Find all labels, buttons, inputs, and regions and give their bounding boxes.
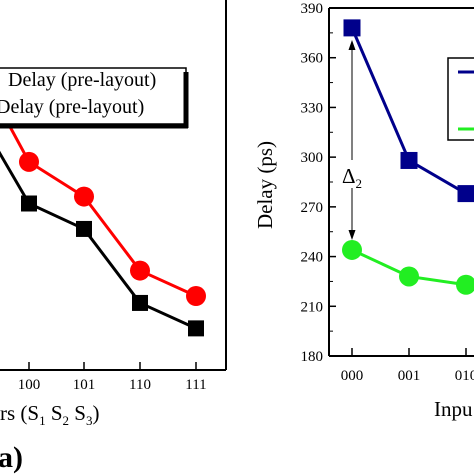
left-legend: Delay (pre-layout) Delay (pre-layout)	[0, 67, 189, 129]
right-y-tick-label: 270	[301, 200, 324, 216]
left-x-tick-label: 111	[185, 377, 206, 393]
right-legend	[447, 57, 474, 141]
right-ylabel: Delay (ps)	[253, 141, 277, 229]
right-series-1-point	[343, 19, 361, 37]
right-series-2-point	[342, 239, 362, 260]
right-xlabel: Inpu	[434, 397, 473, 421]
left-series-2-point	[130, 260, 150, 281]
right-y-tick-label: 240	[301, 250, 324, 266]
delta-label: Δ2	[342, 164, 362, 191]
right-x-tick-label: 001	[398, 368, 421, 384]
left-series-2-point	[186, 286, 206, 306]
left-xlabel: rs (S1 S2 S3)	[0, 401, 99, 428]
left-x-tick-label: 110	[129, 377, 151, 393]
panel-label: (a)	[0, 441, 23, 474]
right-series-line-2	[351, 248, 474, 288]
left-series-1-point	[21, 195, 37, 212]
right-y-tick-label: 210	[301, 299, 324, 315]
right-series-2-point	[399, 266, 419, 287]
right-series-2-point	[456, 274, 474, 295]
right-series-1-point	[457, 185, 474, 203]
left-series-2-point	[74, 186, 94, 207]
left-series-1-point	[132, 294, 148, 311]
right-y-tick-label: 390	[301, 1, 324, 17]
legend-entry-2: Delay (pre-layout)	[0, 96, 144, 118]
left-chart: 100 101 110 111 rs (S1 S2 S3) (a) Delay (pr…	[0, 0, 227, 474]
right-chart: 180 210 240 270 300 330 360 390 000 001 010 Delay…	[253, 1, 474, 421]
delta-annotation: Δ2	[342, 40, 362, 240]
left-series-1-point	[76, 220, 92, 237]
legend-entry-1: Delay (pre-layout)	[8, 69, 156, 91]
left-x-tick-label: 100	[18, 377, 41, 393]
right-y-tick-label: 180	[301, 349, 324, 365]
left-series-2-point	[19, 151, 39, 172]
left-series-1-point	[188, 320, 204, 337]
right-y-tick-label: 300	[301, 150, 324, 166]
right-y-tick-label: 330	[301, 100, 324, 116]
right-y-tick-label: 360	[301, 51, 324, 67]
right-series-1-point	[400, 151, 418, 169]
right-x-tick-label: 000	[341, 368, 364, 384]
right-series-line-1	[350, 27, 474, 200]
left-x-tick-label: 101	[73, 377, 96, 393]
right-x-tick-label: 010	[455, 368, 474, 384]
